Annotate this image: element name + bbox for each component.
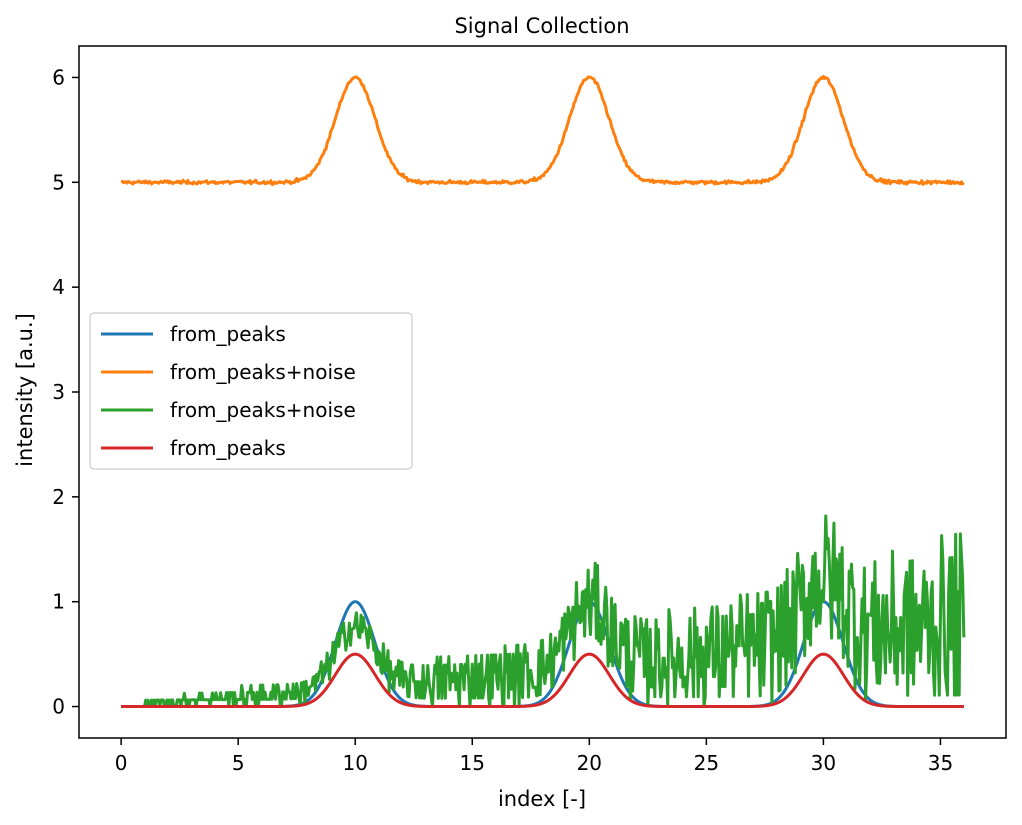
series-lines [120,74,966,709]
y-tick-label: 5 [52,170,65,194]
x-tick-label: 10 [343,751,368,775]
x-tick-label: 20 [577,751,602,775]
y-tick-label: 6 [52,65,65,89]
chart-title: Signal Collection [454,14,629,38]
plot-area [78,45,1007,739]
y-tick-label: 4 [52,275,65,299]
y-tick-label: 0 [52,695,65,719]
x-tick-label: 30 [811,751,836,775]
x-tick-label: 35 [928,751,953,775]
y-axis-label: intensity [a.u.] [13,313,37,467]
series-line-2 [120,74,965,186]
legend-label: from_peaks [170,322,286,346]
legend-box [89,312,413,470]
x-axis-ticks: 0 5 10 15 20 25 30 35 [115,738,953,775]
x-tick-label: 25 [694,751,719,775]
x-tick-label: 5 [232,751,245,775]
x-tick-label: 0 [115,751,128,775]
x-axis-label: index [-] [498,787,586,811]
series-line-3 [120,514,966,709]
y-axis-ticks: 0 1 2 3 4 5 6 [52,65,79,719]
legend-label: from_peaks+noise [170,360,356,384]
y-tick-label: 3 [52,380,65,404]
legend-label: from_peaks [170,436,286,460]
y-tick-label: 1 [52,590,65,614]
series-line-4 [120,652,965,709]
legend-label: from_peaks+noise [170,398,356,422]
x-tick-label: 15 [460,751,485,775]
legend: from_peaks from_peaks+noise from_peaks+noi… [89,312,413,470]
y-tick-label: 2 [52,485,65,509]
